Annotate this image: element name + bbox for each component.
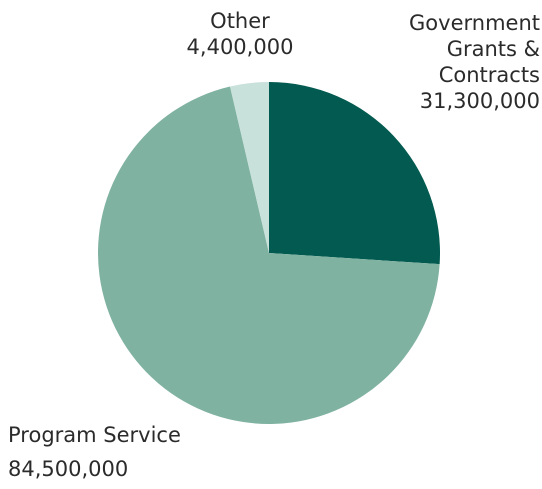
slice-label-other: Other 4,400,000 (175, 8, 305, 60)
slice-name-government-line2: Grants & (446, 37, 540, 61)
slice-value-government: 31,300,000 (419, 89, 540, 113)
slice-name-government-line1: Government (409, 11, 540, 35)
slice-label-government: Government Grants & Contracts 31,300,000 (380, 10, 540, 114)
slice-program-service (97, 86, 440, 424)
slice-name-other: Other (210, 9, 270, 33)
slice-government-grants-contracts (269, 82, 441, 265)
slice-other (230, 82, 269, 253)
slice-value-program-service: 84,500,000 (8, 457, 129, 481)
slice-value-other: 4,400,000 (186, 35, 294, 59)
slice-name-program-service: Program Service (8, 423, 181, 447)
slice-label-program-service: Program Service 84,500,000 (8, 422, 208, 482)
slice-name-government-line3: Contracts (438, 63, 540, 87)
